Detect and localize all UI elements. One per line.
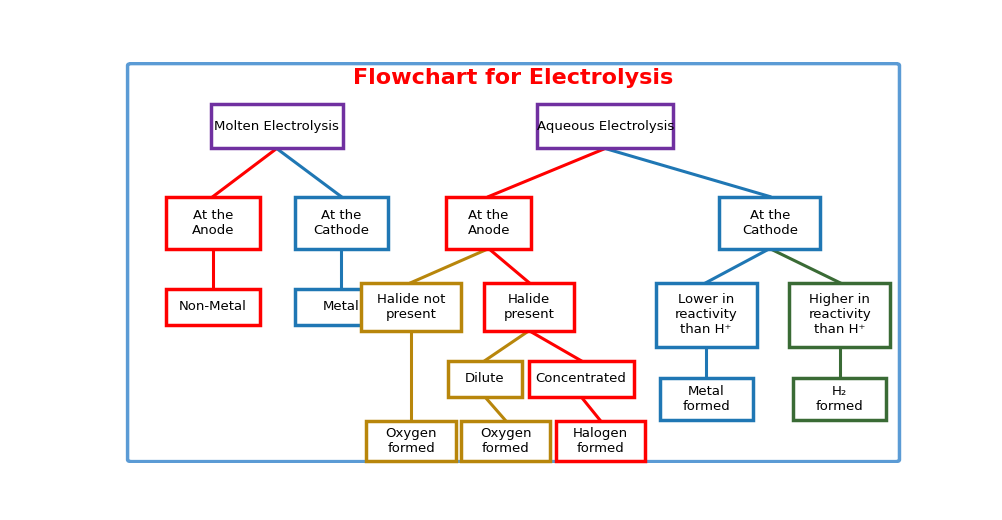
Text: Lower in
reactivity
than H⁺: Lower in reactivity than H⁺ xyxy=(674,293,737,336)
Text: At the
Anode: At the Anode xyxy=(467,209,510,237)
Text: Halogen
formed: Halogen formed xyxy=(573,427,628,455)
Text: Concentrated: Concentrated xyxy=(536,372,626,385)
Text: Metal
formed: Metal formed xyxy=(682,385,730,413)
Text: Halide
present: Halide present xyxy=(504,293,554,321)
Text: At the
Anode: At the Anode xyxy=(191,209,234,237)
FancyBboxPatch shape xyxy=(529,361,633,397)
FancyBboxPatch shape xyxy=(794,378,887,420)
Text: Flowchart for Electrolysis: Flowchart for Electrolysis xyxy=(354,69,673,88)
Text: Metal: Metal xyxy=(323,300,360,313)
Text: Halide not
present: Halide not present xyxy=(377,293,445,321)
FancyBboxPatch shape xyxy=(461,421,550,461)
FancyBboxPatch shape xyxy=(655,283,757,347)
Text: Non-Metal: Non-Metal xyxy=(179,300,246,313)
FancyBboxPatch shape xyxy=(484,283,574,331)
FancyBboxPatch shape xyxy=(790,283,890,347)
Text: At the
Cathode: At the Cathode xyxy=(741,209,798,237)
Text: Higher in
reactivity
than H⁺: Higher in reactivity than H⁺ xyxy=(809,293,871,336)
FancyBboxPatch shape xyxy=(361,283,462,331)
FancyBboxPatch shape xyxy=(446,197,531,249)
FancyBboxPatch shape xyxy=(295,289,388,324)
FancyBboxPatch shape xyxy=(659,378,753,420)
Text: Dilute: Dilute xyxy=(465,372,505,385)
Text: At the
Cathode: At the Cathode xyxy=(314,209,369,237)
Text: Oxygen
formed: Oxygen formed xyxy=(386,427,437,455)
FancyBboxPatch shape xyxy=(166,289,260,324)
FancyBboxPatch shape xyxy=(210,105,343,149)
Text: Aqueous Electrolysis: Aqueous Electrolysis xyxy=(536,120,673,133)
FancyBboxPatch shape xyxy=(719,197,821,249)
Text: H₂
formed: H₂ formed xyxy=(816,385,864,413)
FancyBboxPatch shape xyxy=(556,421,645,461)
FancyBboxPatch shape xyxy=(127,63,900,462)
FancyBboxPatch shape xyxy=(537,105,673,149)
FancyBboxPatch shape xyxy=(166,197,260,249)
FancyBboxPatch shape xyxy=(367,421,456,461)
Text: Oxygen
formed: Oxygen formed xyxy=(480,427,531,455)
FancyBboxPatch shape xyxy=(448,361,522,397)
FancyBboxPatch shape xyxy=(295,197,388,249)
Text: Molten Electrolysis: Molten Electrolysis xyxy=(214,120,339,133)
